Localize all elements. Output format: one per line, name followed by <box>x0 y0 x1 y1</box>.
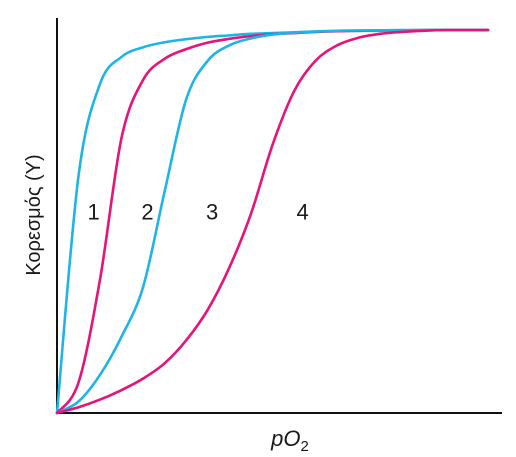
series-line-3 <box>55 28 490 415</box>
x-axis-label-subscript: 2 <box>301 438 309 455</box>
curve-label-3: 3 <box>206 200 218 225</box>
y-axis-label: Κορεσμός (Y) <box>23 154 45 275</box>
curve-label-2: 2 <box>141 200 153 225</box>
curve-label-1: 1 <box>88 200 100 225</box>
series-line-4 <box>55 28 490 415</box>
x-axis-label: pO2 <box>270 426 309 455</box>
series-line-2 <box>55 28 490 415</box>
series-line-1 <box>55 28 490 415</box>
curve-label-layer: 1 2 3 4 <box>88 200 309 225</box>
curve-label-4: 4 <box>297 200 309 225</box>
x-axis-label-main: pO <box>270 426 300 451</box>
axes <box>56 18 502 414</box>
series-layer <box>55 28 490 415</box>
